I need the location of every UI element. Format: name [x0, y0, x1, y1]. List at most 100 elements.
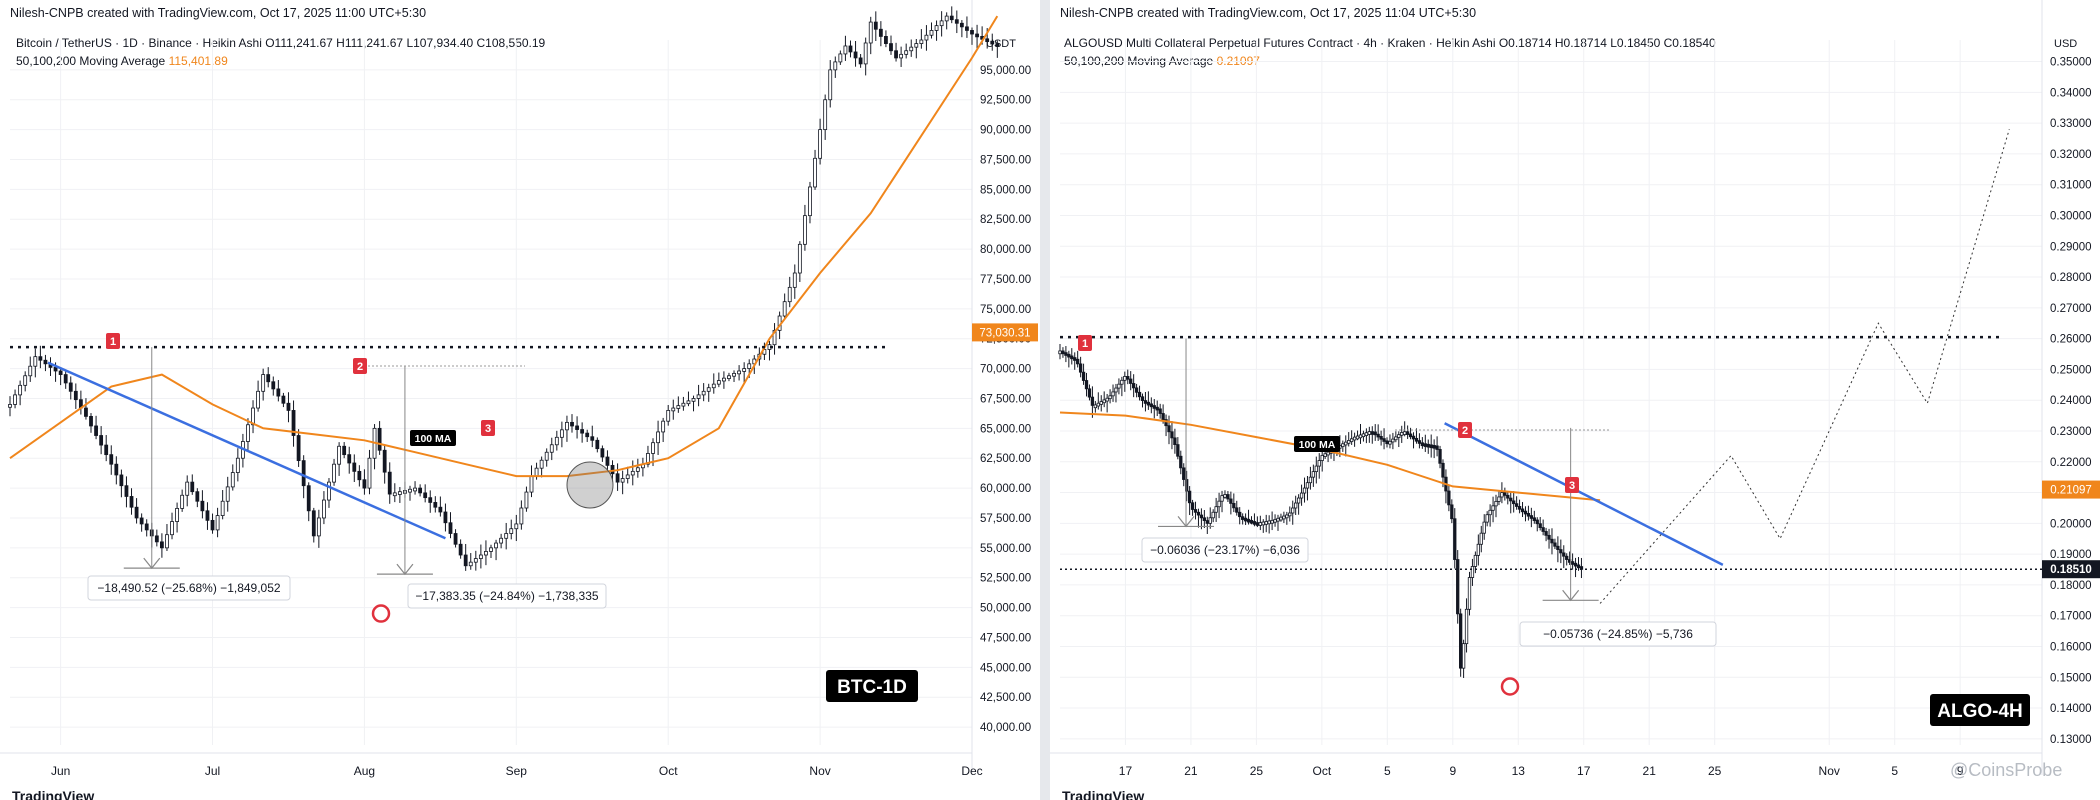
x-tick-label: 25: [1250, 764, 1264, 778]
candle-body: [418, 487, 423, 494]
candle-body: [382, 449, 387, 473]
candle-body: [1347, 440, 1351, 444]
candle-body: [585, 432, 590, 438]
candle-body: [1509, 497, 1513, 502]
candle-body: [1553, 542, 1557, 547]
candle-body: [1352, 436, 1357, 441]
candle-body: [1556, 545, 1560, 550]
chart-credit: Nilesh-CNPB created with TradingView.com…: [10, 6, 427, 20]
candle-body: [23, 375, 28, 386]
candle-body: [210, 519, 215, 531]
candle-body: [1090, 396, 1095, 406]
candle-body: [1134, 387, 1139, 393]
candle-body: [185, 481, 190, 496]
candle-body: [1535, 519, 1539, 525]
candle-body: [1114, 387, 1118, 393]
candle-body: [1264, 521, 1268, 525]
ma-price-tag-label: 73,030.31: [979, 327, 1030, 339]
y-tick-label: 0.31000: [2050, 180, 2092, 192]
measure-2-arrowhead: [396, 563, 414, 576]
measure-2-label: −0.05736 (−24.85%) −5,736: [1543, 627, 1693, 641]
x-tick-label: 21: [1184, 764, 1198, 778]
candle-body: [1544, 531, 1548, 536]
marker-label: 3: [485, 423, 491, 435]
candle-body: [1102, 399, 1106, 404]
candle-body: [1547, 534, 1551, 540]
candle-body: [1447, 490, 1451, 506]
candle-body: [58, 370, 63, 375]
candle-body: [878, 28, 883, 37]
candle-body: [595, 439, 600, 450]
chart-label: BTC-1D: [837, 677, 907, 698]
low-circle: [371, 604, 391, 623]
candle-body: [246, 424, 250, 442]
btc-chart-panel[interactable]: Nilesh-CNPB created with TradingView.com…: [0, 0, 1040, 800]
candle-body: [575, 425, 579, 430]
algo-chart-panel[interactable]: Nilesh-CNPB created with TradingView.com…: [1050, 0, 2100, 800]
candle-body: [1494, 501, 1498, 507]
y-tick-label: 70,000.00: [980, 364, 1031, 376]
candle-body: [1408, 433, 1413, 438]
y-tick-label: 52,500.00: [980, 573, 1031, 585]
ma-price-tag-label: 0.21097: [2050, 485, 2092, 497]
candle-body: [1193, 509, 1198, 513]
x-tick-label: 17: [1577, 764, 1591, 778]
candle-body: [1382, 438, 1386, 442]
x-tick-label: Dec: [961, 764, 982, 778]
candle-body: [1429, 444, 1433, 449]
marker-1: [106, 333, 120, 349]
candle-body: [625, 474, 630, 479]
y-tick-label: 80,000.00: [980, 244, 1031, 256]
y-tick-label: 92,500.00: [980, 95, 1031, 107]
algo-chart-svg[interactable]: 0.13000 0.14000 0.15000 0.16000 0.17000 0.180…: [1050, 0, 2100, 800]
candle-body: [281, 395, 286, 404]
measure-2-arrowhead: [1562, 589, 1580, 602]
candle-body: [1573, 562, 1578, 567]
y-tick-label: 47,500.00: [980, 632, 1031, 644]
y-tick-label: 50,000.00: [980, 603, 1031, 615]
candle-body: [1273, 519, 1277, 523]
candle-body: [104, 444, 109, 456]
y-tick-label: 0.14000: [2050, 703, 2092, 715]
measure-2-box: [1519, 621, 1717, 647]
candle-body: [529, 475, 534, 493]
tradingview-logo: TradingView: [1062, 788, 1145, 800]
candle-body: [1503, 492, 1507, 496]
y-tick-label: 95,000.00: [980, 65, 1031, 77]
candle-body: [1358, 434, 1363, 439]
measure-2-label: −17,383.35 (−24.84%) −1,738,335: [415, 589, 598, 603]
y-tick-label: 0.20000: [2050, 518, 2092, 530]
candle-body: [1435, 445, 1439, 450]
y-tick-label: 0.23000: [2050, 426, 2092, 438]
candle-body: [853, 51, 858, 59]
candle-body: [1129, 378, 1133, 384]
legend-ma-name: 50,100,200 Moving Average: [1064, 54, 1214, 68]
candle-body: [1497, 496, 1501, 502]
candle-body: [271, 381, 276, 390]
candle-body: [484, 551, 488, 556]
y-tick-label: 65,000.00: [980, 423, 1031, 435]
candle-body: [1258, 522, 1262, 526]
candle-body: [818, 129, 823, 159]
candle-body: [995, 43, 1000, 47]
candle-body: [38, 356, 43, 361]
candle-body: [549, 444, 554, 453]
candle-body: [357, 470, 362, 481]
x-tick-label: 25: [1708, 764, 1722, 778]
y-tick-label: 67,500.00: [980, 393, 1031, 405]
candle-body: [134, 506, 139, 519]
ma-price-tag: [2042, 480, 2100, 499]
candle-body: [797, 243, 802, 274]
candle-body: [478, 554, 483, 559]
candle-body: [909, 46, 914, 52]
candle-body: [124, 485, 129, 497]
candle-body: [1344, 441, 1348, 446]
candle-body: [296, 435, 301, 462]
candle-body: [1232, 502, 1236, 509]
candle-body: [863, 42, 868, 65]
btc-chart-svg[interactable]: 40,000.00 42,500.00 45,000.00 47,500.00 50,0…: [0, 0, 1040, 800]
candle-body: [1355, 435, 1360, 440]
candle-body: [139, 517, 144, 525]
candle-body: [1078, 363, 1083, 373]
candle-body: [1294, 502, 1298, 509]
